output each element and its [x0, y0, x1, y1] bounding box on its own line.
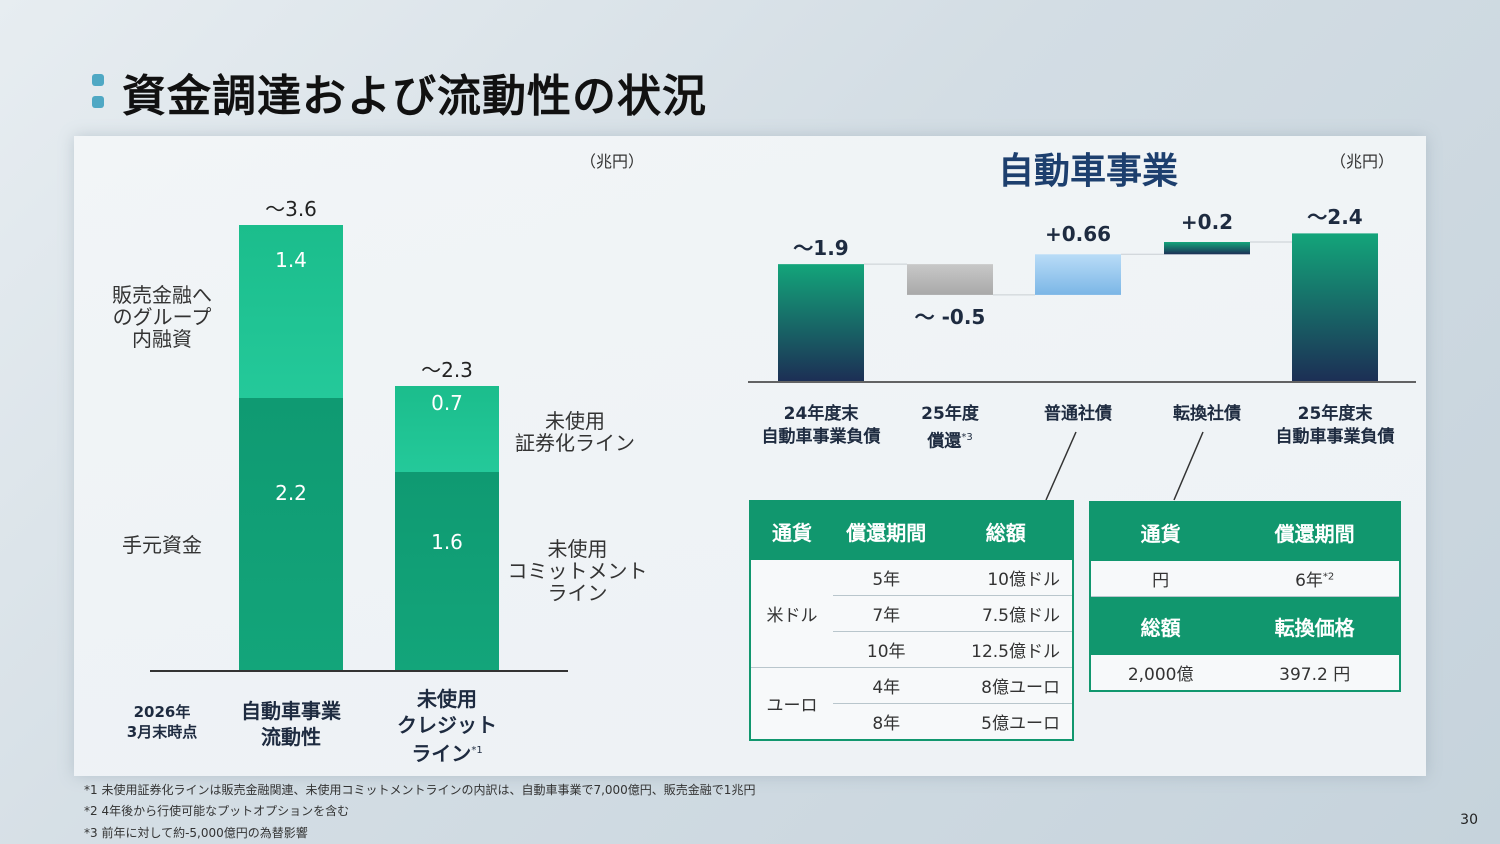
- term-cell: 4年: [833, 667, 940, 704]
- waterfall-bar: [907, 264, 993, 295]
- waterfall-bar: [1292, 233, 1378, 381]
- currency-cell: ユーロ: [750, 667, 833, 741]
- waterfall-value-label: +0.2: [1180, 210, 1234, 234]
- waterfall-category-label: 25年度末 自動車事業負債: [1275, 404, 1395, 447]
- table-row: 7年 7.5億ドル: [750, 595, 1073, 632]
- table-row: 8年 5億ユーロ: [750, 703, 1073, 741]
- bar-segment: 1.6: [395, 472, 499, 670]
- currency-cell: 米ドル: [750, 560, 833, 668]
- amount-cell: 12.5億ドル: [939, 631, 1073, 668]
- left-side-label: 販売金融へ のグループ 内融資: [112, 283, 212, 351]
- date-label: 2026年 3月末時点: [126, 703, 198, 741]
- waterfall-value-label: ～ -0.5: [914, 304, 986, 329]
- convertible-cell: 397.2 円: [1230, 655, 1400, 692]
- category-label: 自動車事業 流動性: [241, 699, 341, 749]
- waterfall-bar: [1164, 242, 1250, 255]
- convertible-cell: 円: [1090, 561, 1231, 597]
- footnote-2: *2 4年後から行使可能なプットオプションを含む: [84, 804, 350, 818]
- term-cell: 10年: [833, 631, 940, 668]
- waterfall-value-label: +0.66: [1044, 222, 1112, 247]
- segment-label: 2.2: [275, 481, 307, 506]
- footnote-ref: *3: [961, 432, 973, 443]
- left-unit: （兆円）: [580, 152, 645, 171]
- waterfall-category-label: 25年度 償還*3: [921, 404, 979, 452]
- amount-cell: 7.5億ドル: [939, 595, 1073, 632]
- automotive-title: 自動車事業: [998, 151, 1179, 192]
- table-row: ユーロ 4年 8億ユーロ: [750, 667, 1073, 741]
- table-row: 2,000億 397.2 円: [1090, 655, 1400, 692]
- table-row: 10年 12.5億ドル: [750, 631, 1073, 668]
- segment-label: 1.6: [431, 529, 463, 554]
- bar-segment: 2.2: [239, 398, 343, 670]
- footnote-ref: *1: [471, 745, 483, 756]
- term-cell: 5年: [833, 560, 940, 596]
- right-unit: （兆円）: [1330, 152, 1395, 171]
- waterfall-value-label: ～2.4: [1307, 205, 1363, 230]
- right-side-label: 未使用 証券化ライン: [515, 409, 635, 455]
- bar-segment: 0.7: [395, 385, 499, 473]
- page-number: 30: [1460, 812, 1478, 828]
- bond-table-header: 総額: [939, 501, 1073, 560]
- waterfall-category-label: 普通社債: [1044, 404, 1112, 424]
- segment-label: 0.7: [431, 391, 463, 416]
- waterfall-category-label: 転換社債: [1173, 404, 1241, 424]
- term-cell: 7年: [833, 595, 940, 632]
- left-baseline: [150, 670, 568, 672]
- segment-label: 1.4: [275, 247, 307, 272]
- page-title: 資金調達および流動性の状況: [122, 71, 707, 122]
- bar-segment: 1.4: [239, 225, 343, 399]
- waterfall-bar: [778, 264, 864, 381]
- bar-total-label: ～2.3: [421, 357, 473, 382]
- amount-cell: 8億ユーロ: [939, 667, 1073, 704]
- right-side-label: 未使用 コミットメント ライン: [507, 537, 648, 605]
- convertible-table-header: 通貨: [1090, 502, 1231, 561]
- waterfall-category-label: 24年度末 自動車事業負債: [761, 404, 881, 447]
- amount-cell: 10億ドル: [939, 560, 1073, 596]
- callout-line: [1173, 431, 1204, 501]
- amount-cell: 5億ユーロ: [939, 703, 1073, 741]
- title-marker: [92, 74, 104, 108]
- waterfall-bar: [1035, 254, 1121, 295]
- footnote-1: *1 未使用証券化ラインは販売金融関連、未使用コミットメントラインの内訳は、自動…: [84, 783, 756, 797]
- category-label: 未使用 クレジット ライン*1: [397, 687, 497, 766]
- convertible-cell: 6年*2: [1230, 561, 1400, 597]
- footnote-ref: *2: [1322, 571, 1335, 583]
- term-cell: 8年: [833, 703, 940, 741]
- left-side-label: 手元資金: [122, 533, 202, 557]
- bond-table-header: 償還期間: [833, 501, 940, 560]
- callout-line: [1045, 431, 1077, 501]
- convertible-table: 通貨 償還期間円 6年*2 総額 転換価格 2,000億 397.2 円: [1089, 501, 1401, 692]
- bond-table: 通貨 償還期間 総額 米ドル 5年 10億ドル 7年 7.5億ドル 10年 12.5億ドル ユーロ 4…: [749, 500, 1074, 741]
- convertible-cell: 2,000億: [1090, 655, 1231, 692]
- convertible-table-header: 償還期間: [1230, 502, 1400, 561]
- bar-total-label: ～3.6: [265, 197, 317, 222]
- waterfall-value-label: ～1.9: [793, 236, 849, 261]
- convertible-table-header: 総額: [1090, 596, 1231, 655]
- convertible-table-header: 転換価格: [1230, 596, 1400, 655]
- table-row: 円 6年*2: [1090, 561, 1400, 597]
- footnote-3: *3 前年に対して約-5,000億円の為替影響: [84, 826, 308, 840]
- table-row: 米ドル 5年 10億ドル: [750, 560, 1073, 668]
- bond-table-header: 通貨: [750, 501, 833, 560]
